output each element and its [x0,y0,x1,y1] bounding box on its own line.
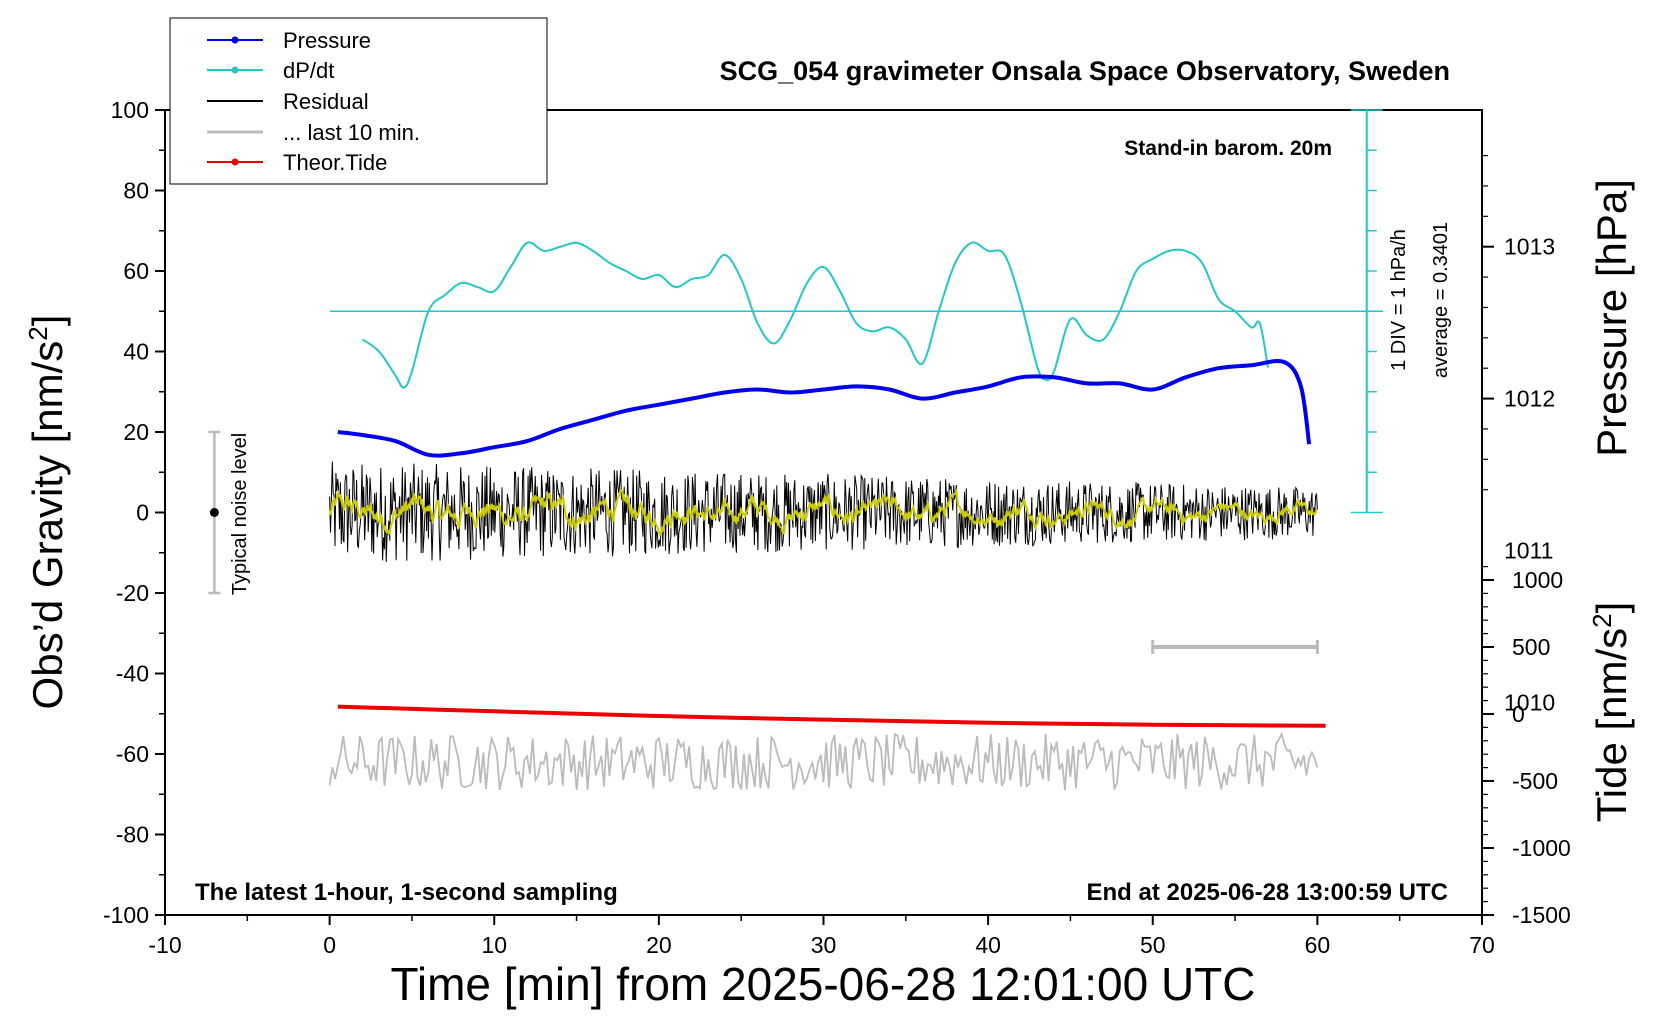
residual-smooth-line [328,487,1319,537]
legend-marker-dpdt [231,66,239,74]
legend-label-pressure: Pressure [283,28,371,53]
y-tick-label: 60 [123,258,149,284]
div-label: 1 DIV = 1 hPa/h [1388,229,1410,371]
legend-box [169,17,548,185]
x-tick-label: 30 [811,932,837,958]
footer-left: The latest 1-hour, 1-second sampling [195,879,618,906]
tide-tick-label: -1500 [1512,902,1571,928]
ticks-layer: -10 0 10 20 30 40 50 60 70100806040200-20-40-60-… [103,97,1571,958]
x-tick-label: 70 [1469,932,1495,958]
legend-label-dpdt: dP/dt [283,58,334,83]
dpdt-line [361,241,1269,389]
legend-marker-pressure [231,36,239,44]
y-tick-label: -40 [116,661,149,687]
legend-marker-tide [231,158,239,166]
x-tick-label: 40 [975,932,1001,958]
y-axis-label-pressure: Pressure [hPa] [1588,179,1635,457]
tide-tick-label: -500 [1512,768,1558,794]
y-tick-label: 0 [136,500,149,526]
y-tick-label: -20 [116,580,149,606]
y-tick-label: -100 [103,902,149,928]
x-tick-label: 0 [323,932,336,958]
legend-label-residual: Residual [283,89,369,114]
legend-label-tide: Theor.Tide [283,150,387,175]
chart-title: SCG_054 gravimeter Onsala Space Observat… [720,56,1450,86]
tide-tick-label: -1000 [1512,835,1571,861]
tide-tick-label: 1000 [1512,567,1563,593]
x-tick-label: 60 [1305,932,1331,958]
y-tick-label: 80 [123,178,149,204]
pressure-tick-label: 1010 [1504,689,1555,715]
y-tick-label: -80 [116,822,149,848]
y-axis-label-left: Obs’d Gravity [nm/s2] [23,315,71,710]
x-tick-label: 10 [481,932,507,958]
pressure-tick-label: 1012 [1504,386,1555,412]
pressure-tick-label: 1011 [1504,537,1553,563]
tide-line [337,704,1326,728]
last10-line [328,731,1319,791]
tide-tick-label: 500 [1512,634,1550,660]
noise-center-dot [209,508,219,517]
series-layer [208,109,1384,791]
y-tick-label: 20 [123,419,149,445]
legend-label-last10: ... last 10 min. [283,120,420,145]
noise-label: Typical noise level [229,433,251,595]
pressure-tick-label: 1013 [1504,234,1555,260]
x-axis-label: Time [min] from 2025-06-28 12:01:00 UTC [391,958,1256,1010]
footer-right: End at 2025-06-28 13:00:59 UTC [1087,879,1449,906]
pressure-line [337,358,1312,458]
legend: Pressure dP/dt Residual ... last 10 min.… [169,17,548,185]
y-tick-label: -60 [116,741,149,767]
x-tick-label: 20 [646,932,672,958]
y-axis-label-tide: Tide [nm/s2] [1587,602,1635,823]
x-tick-label: -10 [148,932,181,958]
x-tick-label: 50 [1140,932,1166,958]
average-label: average = 0.3401 [1430,222,1452,378]
y-tick-label: 100 [111,97,149,123]
y-tick-label: 40 [123,339,149,365]
tide-tick-label: 0 [1512,701,1525,727]
barometer-label: Stand-in barom. 20m [1124,137,1332,160]
